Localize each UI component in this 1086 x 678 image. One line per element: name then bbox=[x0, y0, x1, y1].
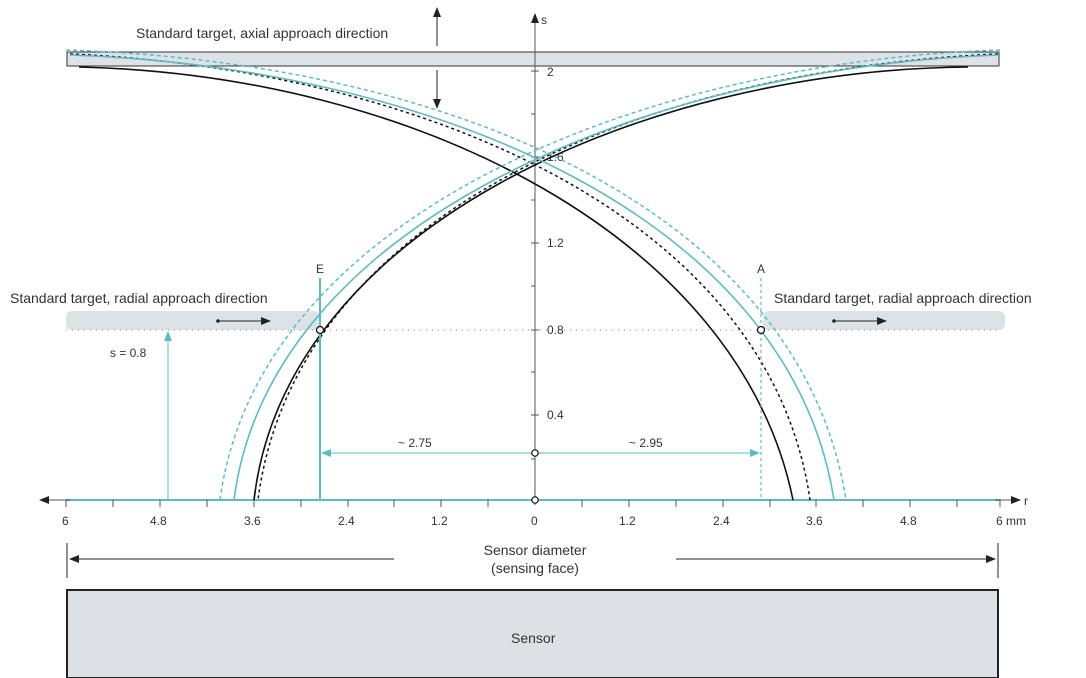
x-tick-left-1-2: 1.2 bbox=[431, 514, 448, 528]
sensor-diameter-label: Sensor diameter bbox=[484, 542, 587, 558]
distance-right-label: ~ 2.95 bbox=[629, 436, 663, 450]
curve-teal-dashed-right bbox=[219, 49, 1001, 501]
r-axis-ticks bbox=[65, 500, 1001, 507]
s-height-label: s = 0.8 bbox=[110, 346, 147, 360]
curve-teal-solid-left bbox=[69, 54, 835, 501]
s-tick-0-8: 0.8 bbox=[547, 323, 564, 337]
radial-left-arrow-dot bbox=[216, 319, 220, 323]
x-tick-left-2-4: 2.4 bbox=[338, 514, 355, 528]
sensor-diameter-sublabel: (sensing face) bbox=[491, 560, 579, 576]
x-tick-zero: 0 bbox=[531, 514, 538, 528]
point-a-dot bbox=[756, 325, 766, 335]
curve-axial-solid-left bbox=[78, 66, 794, 501]
x-tick-right-1-2: 1.2 bbox=[619, 514, 636, 528]
center-dot-origin bbox=[531, 496, 539, 504]
sensor-label: Sensor bbox=[511, 630, 556, 646]
s-tick-0-4: 0.4 bbox=[547, 408, 564, 422]
radial-target-left bbox=[66, 311, 320, 330]
axial-target-label: Standard target, axial approach directio… bbox=[136, 25, 388, 41]
marker-e-label: E bbox=[316, 262, 324, 276]
x-tick-left-4-8: 4.8 bbox=[150, 514, 167, 528]
point-e-dot bbox=[315, 325, 325, 335]
radial-target-right-label: Standard target, radial approach directi… bbox=[774, 290, 1032, 306]
radial-right-arrow-dot bbox=[832, 319, 836, 323]
x-tick-left-3-6: 3.6 bbox=[244, 514, 261, 528]
distance-left-label: ~ 2.75 bbox=[398, 436, 432, 450]
axial-target-plate bbox=[66, 51, 1000, 67]
x-tick-right-3-6: 3.6 bbox=[806, 514, 823, 528]
radial-target-left-label: Standard target, radial approach directi… bbox=[10, 290, 268, 306]
curve-teal-solid-right bbox=[233, 54, 999, 501]
curve-dashed-right bbox=[257, 53, 999, 501]
s-axis-label: s bbox=[541, 13, 547, 27]
curve-dashed-left bbox=[69, 53, 811, 501]
x-tick-right-2-4: 2.4 bbox=[713, 514, 730, 528]
x-tick-right-4-8: 4.8 bbox=[900, 514, 917, 528]
x-tick-left-6: 6 bbox=[62, 514, 69, 528]
curve-teal-dashed-left bbox=[65, 49, 847, 501]
s-tick-2: 2 bbox=[547, 65, 554, 79]
sensor-body bbox=[66, 589, 999, 678]
r-axis-label: r bbox=[1024, 494, 1028, 508]
s-tick-1-2: 1.2 bbox=[547, 236, 564, 250]
x-tick-right-6mm: 6 mm bbox=[996, 514, 1026, 528]
curve-axial-solid-right bbox=[253, 66, 969, 501]
center-dot-mid bbox=[531, 449, 539, 457]
marker-a-label: A bbox=[757, 262, 765, 276]
